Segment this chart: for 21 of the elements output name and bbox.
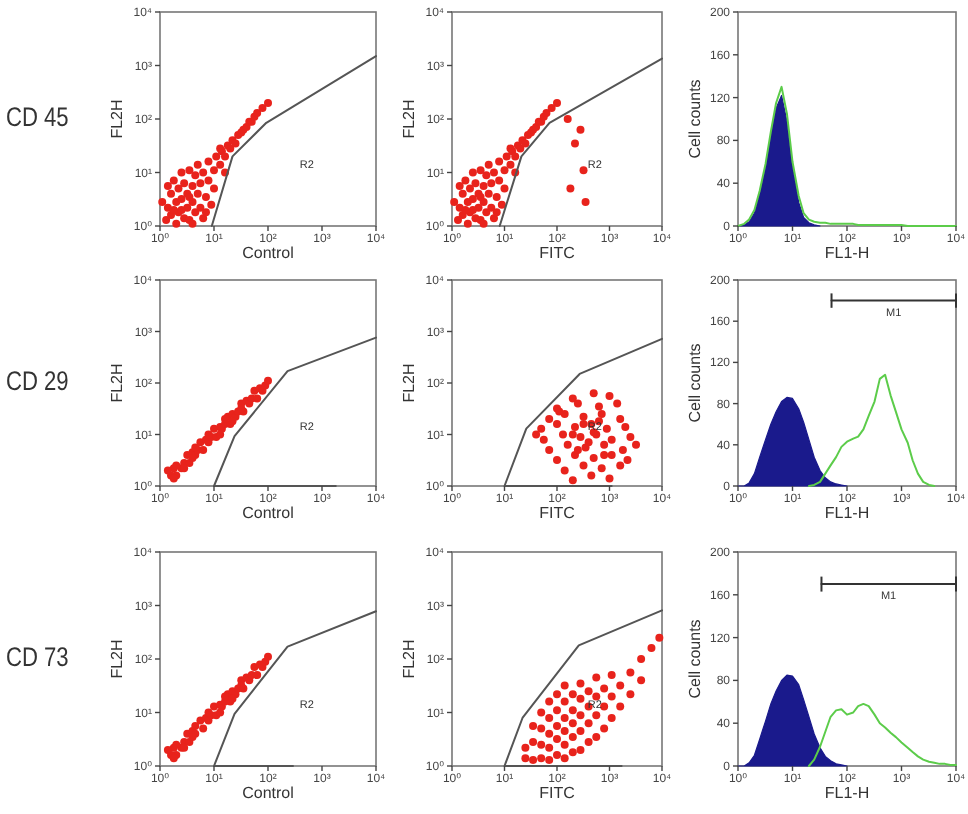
y-axis-title: FL2H	[400, 362, 418, 403]
x-axis-title: FL1-H	[824, 784, 870, 802]
x-axis-title: FL1-H	[824, 504, 870, 522]
y-axis-title: FL2H	[400, 638, 418, 679]
y-axis-title: FL2H	[400, 98, 418, 139]
y-axis-title: Cell counts	[686, 79, 704, 159]
y-axis-title: Cell counts	[686, 343, 704, 423]
y-axis-title: FL2H	[108, 98, 126, 139]
text: CD 29	[6, 366, 69, 397]
y-axis-title: FL2H	[108, 362, 126, 403]
y-axis-title: Cell counts	[686, 619, 704, 699]
text: CD 45	[6, 102, 69, 133]
x-axis-title: Control	[242, 504, 295, 522]
x-axis-title: FITC	[539, 244, 576, 262]
y-axis-title: FL2H	[108, 638, 126, 679]
x-axis-title: Control	[242, 784, 295, 802]
x-axis-title: FITC	[539, 784, 576, 802]
x-axis-title: FL1-H	[824, 244, 870, 262]
x-axis-title: Control	[242, 244, 295, 262]
text: CD 73	[6, 642, 69, 673]
x-axis-title: FITC	[539, 504, 576, 522]
